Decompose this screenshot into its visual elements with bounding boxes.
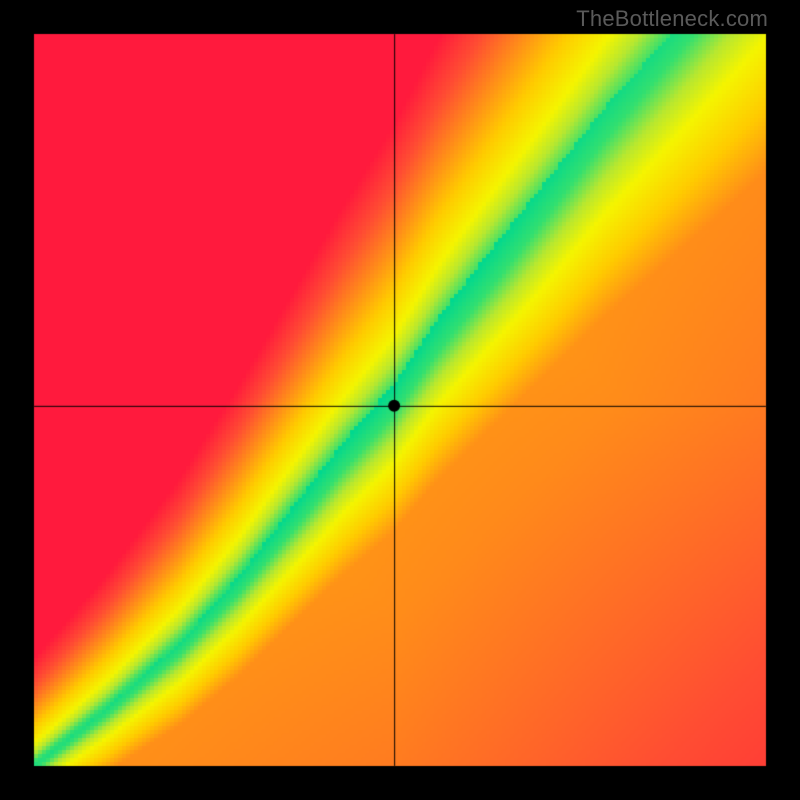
chart-container: TheBottleneck.com xyxy=(0,0,800,800)
crosshair-overlay xyxy=(0,0,800,800)
watermark-label: TheBottleneck.com xyxy=(576,6,768,32)
